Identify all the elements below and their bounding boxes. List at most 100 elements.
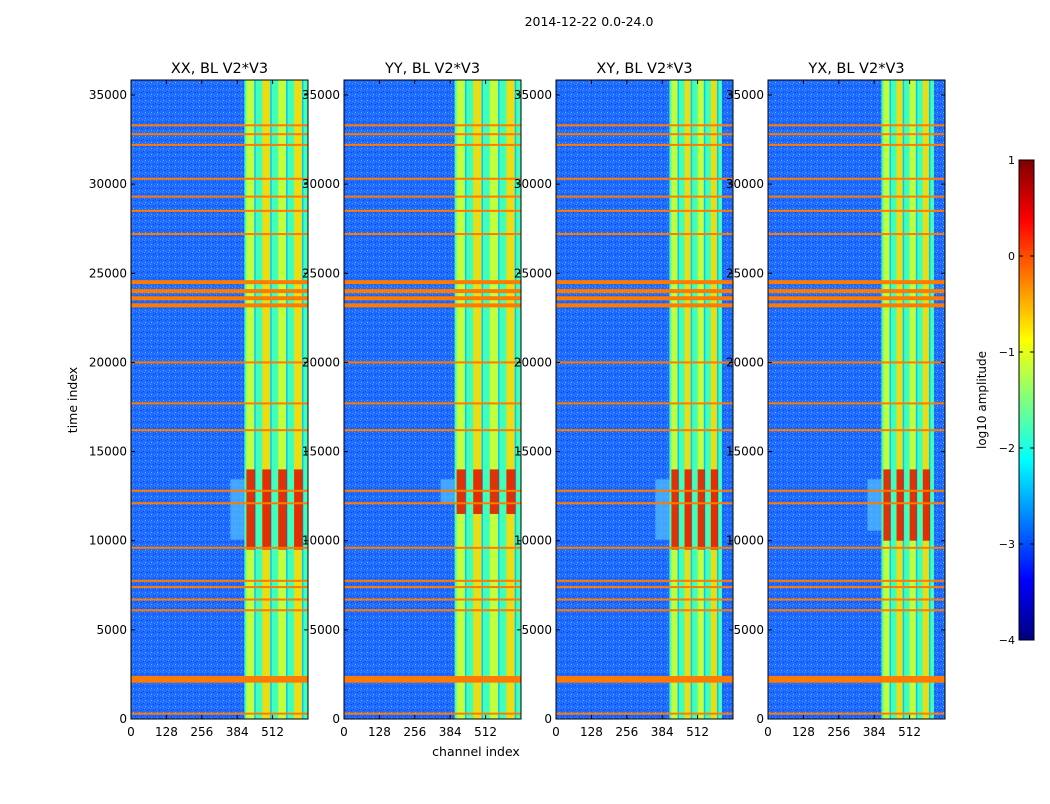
y-tick-label: 20000 xyxy=(302,355,340,369)
flagged-row xyxy=(131,712,308,715)
flagged-row xyxy=(768,124,945,127)
y-tick-label: 35000 xyxy=(302,88,340,102)
flagged-row xyxy=(344,177,521,180)
panel-3: YX, BL V2*V3 0 128 256 384 512 0 5000 10000 15000… xyxy=(726,61,946,739)
y-tick-label: 5000 xyxy=(521,623,552,637)
flagged-row xyxy=(344,361,521,364)
heatmap-body xyxy=(556,80,733,719)
band-gap xyxy=(270,80,272,719)
band-gap xyxy=(902,80,905,719)
y-tick-label: 5000 xyxy=(309,623,340,637)
flagged-row xyxy=(556,124,733,127)
flagged-row xyxy=(768,678,945,683)
flagged-row xyxy=(768,489,945,492)
y-tick-label: 15000 xyxy=(302,445,340,459)
flagged-row xyxy=(556,233,733,236)
panel-frame xyxy=(130,79,309,720)
band-gap xyxy=(703,80,706,719)
hot-region xyxy=(246,469,256,550)
x-tick-label: 384 xyxy=(651,725,674,739)
band-gap xyxy=(889,80,892,719)
band-stripe xyxy=(294,80,303,719)
flagged-row xyxy=(556,209,733,212)
panel-frame xyxy=(555,79,734,720)
flagged-row xyxy=(131,546,308,549)
flagged-row xyxy=(556,429,733,432)
hot-region xyxy=(294,469,303,550)
y-tick-label: 0 xyxy=(756,712,764,726)
y-tick-label: 35000 xyxy=(514,88,552,102)
flagged-row xyxy=(768,579,945,582)
band-stripe xyxy=(909,80,917,719)
x-tick-label: 0 xyxy=(340,725,348,739)
colorbar-label: log10 amplitude xyxy=(975,351,989,449)
flagged-row xyxy=(344,429,521,432)
y-tick-label: 30000 xyxy=(726,177,764,191)
flagged-row xyxy=(344,546,521,549)
y-tick-label: 35000 xyxy=(89,88,127,102)
y-tick-label: 20000 xyxy=(89,355,127,369)
flagged-row xyxy=(131,303,308,308)
x-tick-label: 128 xyxy=(580,725,603,739)
flagged-row xyxy=(344,586,521,589)
flagged-row xyxy=(344,124,521,127)
band-gap xyxy=(928,80,931,719)
y-tick-label: 15000 xyxy=(726,445,764,459)
hot-region xyxy=(262,469,272,550)
flagged-row xyxy=(768,209,945,212)
y-tick-label: 30000 xyxy=(89,177,127,191)
x-tick-label: 512 xyxy=(261,725,284,739)
hot-region xyxy=(922,469,931,541)
band-gap xyxy=(677,80,680,719)
panel-frame xyxy=(343,79,522,720)
flagged-row xyxy=(768,712,945,715)
x-tick-label: 128 xyxy=(155,725,178,739)
flagged-row xyxy=(131,361,308,364)
flagged-row xyxy=(556,289,733,294)
panel-title: YY, BL V2*V3 xyxy=(384,61,480,77)
y-tick-label: 10000 xyxy=(514,534,552,548)
flagged-row xyxy=(131,195,308,198)
flagged-row xyxy=(344,289,521,294)
band-stripe xyxy=(710,80,719,719)
colorbar-tick-label: −1 xyxy=(999,346,1015,359)
panel-title: XX, BL V2*V3 xyxy=(171,61,268,77)
panel-0: XX, BL V2*V3 0 128 256 384 512 0 5000 10000 15000… xyxy=(89,61,309,739)
panel-2: XY, BL V2*V3 0 128 256 384 512 0 5000 10000 15000… xyxy=(514,61,734,739)
flagged-row xyxy=(131,609,308,612)
flagged-row xyxy=(344,280,521,285)
heatmap-body xyxy=(344,80,521,719)
band-gap xyxy=(690,80,693,719)
flagged-row xyxy=(768,598,945,601)
band-gap xyxy=(514,80,517,719)
flagged-row xyxy=(768,133,945,136)
x-tick-label: 512 xyxy=(898,725,921,739)
flagged-row xyxy=(131,429,308,432)
flagged-row xyxy=(344,195,521,198)
flagged-row xyxy=(344,303,521,308)
flagged-row xyxy=(768,177,945,180)
x-tick-label: 384 xyxy=(439,725,462,739)
flagged-row xyxy=(768,502,945,505)
flagged-row xyxy=(344,502,521,505)
band-stripe xyxy=(456,80,466,719)
flagged-row xyxy=(131,489,308,492)
flagged-row xyxy=(556,296,733,301)
flagged-row xyxy=(768,233,945,236)
band-gap xyxy=(286,80,288,719)
flagged-row xyxy=(556,143,733,146)
x-tick-label: 384 xyxy=(863,725,886,739)
x-tick-label: 128 xyxy=(368,725,391,739)
panel-title: YX, BL V2*V3 xyxy=(807,61,904,77)
y-tick-label: 0 xyxy=(119,712,127,726)
flagged-row xyxy=(131,675,308,680)
flagged-row xyxy=(344,233,521,236)
x-tick-label: 128 xyxy=(792,725,815,739)
flagged-row xyxy=(556,712,733,715)
flagged-row xyxy=(344,402,521,405)
hot-region xyxy=(684,469,692,550)
flagged-row xyxy=(131,678,308,683)
flagged-row xyxy=(131,280,308,285)
